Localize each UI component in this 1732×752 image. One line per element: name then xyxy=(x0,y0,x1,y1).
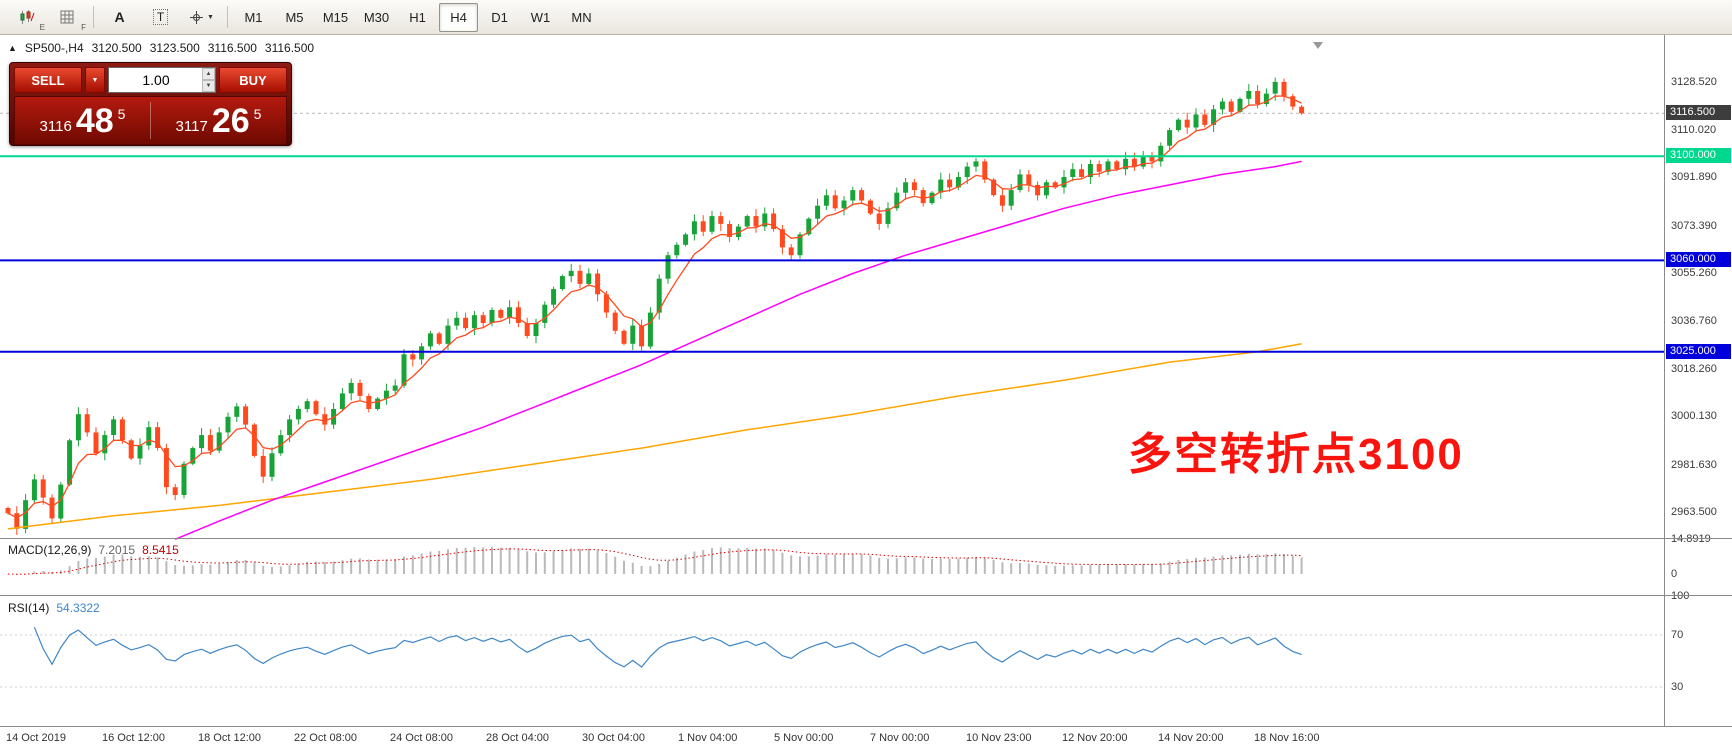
rsi-axis-label: 30 xyxy=(1671,681,1684,693)
timeframe-button-m30[interactable]: M30 xyxy=(363,9,390,25)
price-axis-label: 3000.130 xyxy=(1671,410,1717,423)
timeframe-button-h1[interactable]: H1 xyxy=(409,9,426,25)
arrow-tool-icon[interactable]: A xyxy=(100,3,139,32)
chart-canvas[interactable] xyxy=(0,0,1664,752)
ohlc-open: 3120.500 xyxy=(91,41,142,55)
panel-separator[interactable] xyxy=(0,595,1732,596)
icon-sub-label: E xyxy=(39,22,45,32)
chevron-down-icon[interactable]: ▼ xyxy=(207,13,214,21)
time-axis-label: 30 Oct 04:00 xyxy=(582,732,645,744)
timeframe-group: M1 M5 M15 M30 H1 H4 D1 W1 MN xyxy=(233,2,602,32)
ohlc-high: 3123.500 xyxy=(149,41,200,55)
toolbar: E F A T ▼ M1 M5 M15 M30 H1 H4 D1 W1 MN xyxy=(0,0,1732,35)
arrow-tool-glyph: A xyxy=(114,9,125,25)
price-axis-label: 3036.760 xyxy=(1671,315,1717,327)
price-axis-label: 3055.260 xyxy=(1671,266,1717,279)
volume-increase-button[interactable]: ▲ xyxy=(202,68,215,80)
timeframe-button-m15[interactable]: M15 xyxy=(322,9,349,25)
objects-grid-icon[interactable]: F xyxy=(48,3,87,32)
ohlc-low: 3116.500 xyxy=(207,41,257,55)
ohlc-close: 3116.500 xyxy=(264,41,315,55)
macd-indicator-label: MACD(12,26,9) 7.2015 8.5415 xyxy=(8,543,179,557)
timeframe-button-mn[interactable]: MN xyxy=(571,9,592,25)
grid-glyph xyxy=(60,10,74,23)
sell-button[interactable]: SELL xyxy=(14,67,82,93)
time-axis-label: 22 Oct 08:00 xyxy=(294,732,357,744)
icon-sub-label: F xyxy=(81,22,86,32)
price-axis-label: 3073.390 xyxy=(1671,219,1717,232)
timeframe-button-d1[interactable]: D1 xyxy=(491,9,508,25)
symbol-triangle-icon: ▲ xyxy=(8,43,17,53)
buy-price-sup: 5 xyxy=(253,105,262,122)
toolbar-separator xyxy=(93,6,94,28)
text-tool-glyph: T xyxy=(152,9,169,25)
sell-price-display[interactable]: 3116 48 5 xyxy=(15,97,150,144)
time-axis-label: 1 Nov 04:00 xyxy=(678,732,738,744)
crosshair-glyph xyxy=(190,10,204,24)
buy-price-display[interactable]: 3117 26 5 xyxy=(151,97,286,144)
order-type-dropdown[interactable]: ▼ xyxy=(85,67,105,93)
rsi-axis-label: 70 xyxy=(1671,629,1684,641)
time-axis-label: 7 Nov 00:00 xyxy=(870,732,930,744)
price-tag-3100.000[interactable]: 3100.000 xyxy=(1666,148,1731,164)
indicators-chart-icon[interactable]: E xyxy=(7,3,46,32)
time-axis-label: 16 Oct 12:00 xyxy=(102,732,165,744)
macd-name: MACD(12,26,9) xyxy=(8,543,92,557)
price-tag-3060.000[interactable]: 3060.000 xyxy=(1666,252,1731,268)
time-axis-label: 14 Oct 2019 xyxy=(6,732,66,744)
one-click-trade-panel: SELL ▼ ▲ ▼ BUY 3116 48 5 3117 26 5 xyxy=(9,62,292,146)
price-tag-3116.500[interactable]: 3116.500 xyxy=(1666,105,1731,121)
time-axis-label: 5 Nov 00:00 xyxy=(774,732,834,744)
price-axis-label: 2981.630 xyxy=(1671,458,1717,471)
rsi-axis-label: 100 xyxy=(1671,590,1690,602)
volume-input[interactable] xyxy=(108,67,216,93)
macd-axis-label: 0 xyxy=(1671,568,1678,580)
rsi-value: 54.3322 xyxy=(56,601,100,615)
panel-separator[interactable] xyxy=(0,726,1732,727)
timeframe-button-m1[interactable]: M1 xyxy=(244,9,263,25)
rsi-indicator-label: RSI(14) 54.3322 xyxy=(8,601,100,615)
chart-shift-marker-icon[interactable] xyxy=(1313,42,1323,49)
macd-axis-label: 14.8919 xyxy=(1671,533,1711,546)
panel-separator[interactable] xyxy=(0,538,1732,539)
macd-main-value: 7.2015 xyxy=(98,543,136,557)
crosshair-tool-icon[interactable]: ▼ xyxy=(182,3,221,32)
timeframe-button-m5[interactable]: M5 xyxy=(285,9,304,25)
time-axis-label: 18 Oct 12:00 xyxy=(198,732,261,744)
rsi-name: RSI(14) xyxy=(8,601,50,615)
text-tool-icon[interactable]: T xyxy=(141,3,180,32)
price-divider xyxy=(150,102,151,139)
price-axis-label: 3128.520 xyxy=(1671,75,1717,88)
buy-price-big: 26 xyxy=(211,101,250,140)
price-tag-3025.000[interactable]: 3025.000 xyxy=(1666,343,1731,359)
timeframe-button-h4[interactable]: H4 xyxy=(439,2,478,32)
candles-glyph xyxy=(20,9,34,24)
volume-decrease-button[interactable]: ▼ xyxy=(202,80,215,92)
time-axis-label: 18 Nov 16:00 xyxy=(1254,732,1320,744)
toolbar-separator xyxy=(227,6,228,28)
price-axis-label: 3091.890 xyxy=(1671,171,1717,184)
price-axis-label: 3018.260 xyxy=(1671,363,1717,376)
time-axis-label: 12 Nov 20:00 xyxy=(1062,732,1128,744)
symbol-ohlc-bar: ▲ SP500-,H4 3120.500 3123.500 3116.500 3… xyxy=(8,41,314,55)
buy-price-prefix: 3117 xyxy=(175,118,208,135)
macd-signal-value: 8.5415 xyxy=(142,543,179,557)
symbol-name: SP500-,H4 xyxy=(24,41,84,55)
price-axis-label: 2963.500 xyxy=(1671,505,1717,518)
buy-button[interactable]: BUY xyxy=(219,67,287,93)
sell-price-prefix: 3116 xyxy=(39,118,72,135)
price-axis-label: 3110.020 xyxy=(1671,124,1717,137)
time-axis-label: 24 Oct 08:00 xyxy=(390,732,453,744)
time-axis-label: 28 Oct 04:00 xyxy=(486,732,549,744)
timeframe-button-w1[interactable]: W1 xyxy=(530,9,551,25)
time-axis-label: 14 Nov 20:00 xyxy=(1158,732,1224,744)
price-axis[interactable]: 3128.520 3110.020 3091.890 3073.390 3055.260… xyxy=(1664,35,1732,727)
annotation-text[interactable]: 多空转折点3100 xyxy=(1128,430,1464,479)
sell-price-sup: 5 xyxy=(117,105,126,122)
time-axis-label: 10 Nov 23:00 xyxy=(966,732,1032,744)
time-axis[interactable]: 14 Oct 2019 16 Oct 12:00 18 Oct 12:00 22 Oc… xyxy=(0,727,1732,752)
sell-price-big: 48 xyxy=(75,101,114,140)
